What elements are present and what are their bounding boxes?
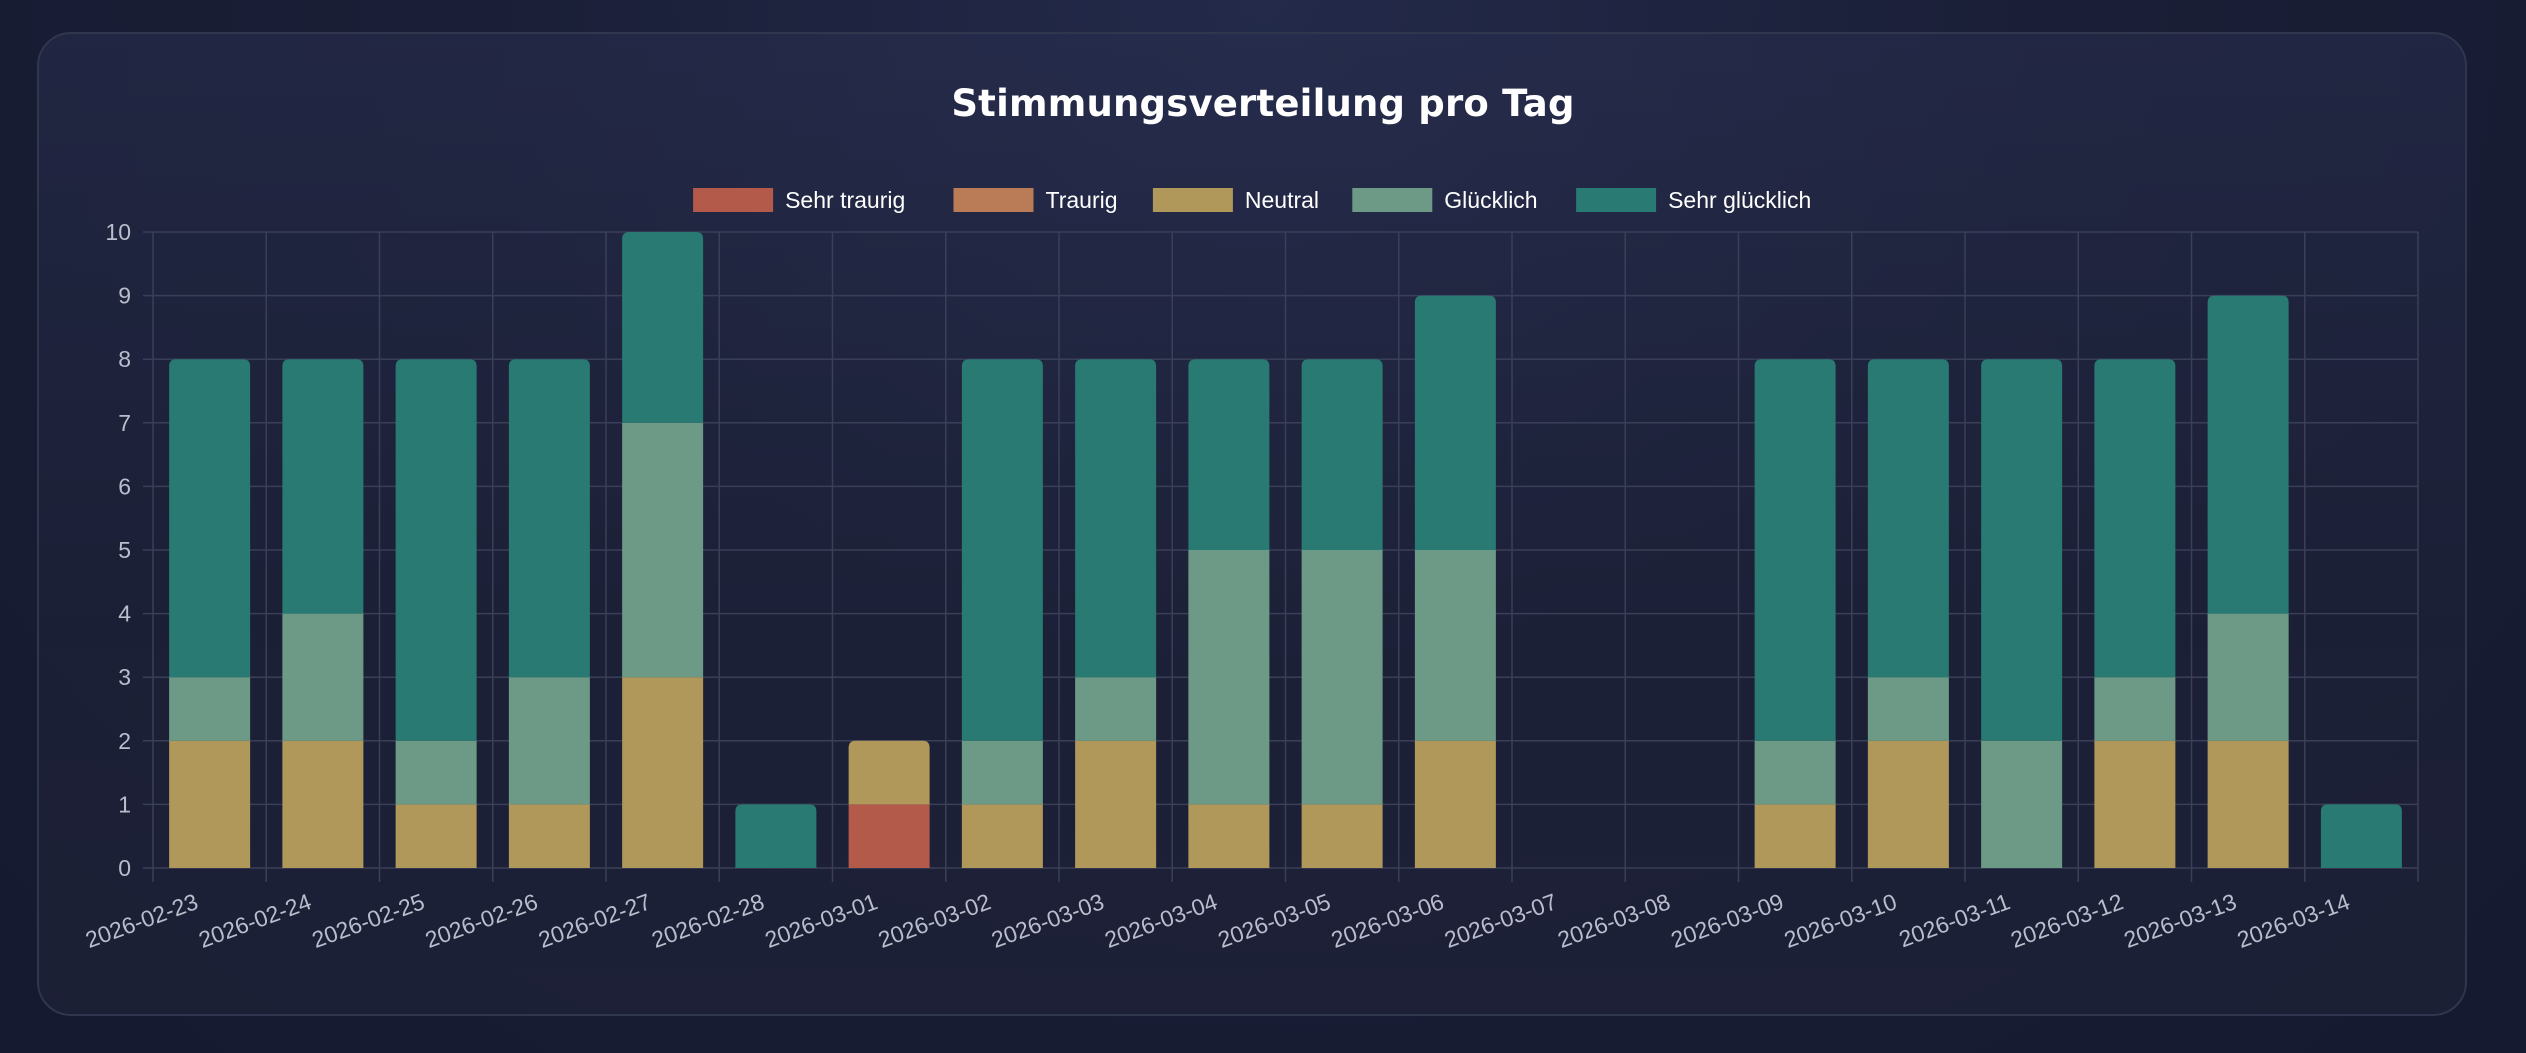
bar-segment[interactable] (2320, 804, 2402, 868)
y-tick-label: 0 (118, 855, 131, 881)
bar-segment[interactable] (961, 359, 1043, 741)
bar-segment[interactable] (282, 359, 364, 614)
chart-title: Stimmungsverteilung pro Tag (951, 82, 1575, 125)
x-tick-label: 2026-02-23 (82, 888, 201, 953)
legend-swatch (953, 188, 1034, 212)
y-tick-label: 2 (118, 728, 131, 754)
legend-label: Sehr glücklich (1668, 187, 1811, 213)
bar-segment[interactable] (735, 804, 817, 868)
x-tick-label: 2026-03-01 (761, 888, 880, 953)
x-tick-label: 2026-03-04 (1101, 888, 1221, 953)
bar-segment[interactable] (508, 677, 590, 805)
bar-segment[interactable] (1981, 740, 2063, 868)
legend-swatch (693, 188, 774, 212)
legend-label: Traurig (1046, 187, 1118, 213)
bar-segment[interactable] (282, 613, 364, 741)
bar-segment[interactable] (1301, 550, 1383, 805)
bar-segment[interactable] (395, 740, 477, 805)
bar-segment[interactable] (622, 232, 704, 423)
bar-segment[interactable] (395, 804, 477, 868)
y-tick-label: 9 (118, 283, 131, 309)
bar-segment[interactable] (848, 740, 930, 805)
x-tick-label: 2026-02-24 (195, 888, 315, 953)
legend-item[interactable]: Neutral (1152, 187, 1319, 213)
bar-segment[interactable] (2207, 740, 2289, 868)
bar-segment[interactable] (1188, 550, 1270, 805)
bar-segment[interactable] (1188, 359, 1270, 550)
bar-segment[interactable] (622, 422, 704, 678)
legend-item[interactable]: Traurig (953, 187, 1118, 213)
y-tick-label: 7 (118, 410, 131, 436)
legend-item[interactable]: Sehr glücklich (1576, 187, 1811, 213)
bar-segment[interactable] (1414, 740, 1496, 868)
x-tick-label: 2026-02-26 (422, 888, 541, 953)
x-tick-label: 2026-03-05 (1214, 888, 1333, 953)
legend-label: Sehr traurig (785, 187, 905, 213)
legend-swatch (1152, 188, 1233, 212)
y-tick-label: 8 (118, 346, 131, 372)
bar-segment[interactable] (1301, 804, 1383, 868)
y-tick-label: 5 (118, 537, 131, 563)
x-tick-label: 2026-03-14 (2234, 888, 2354, 953)
bar-segment[interactable] (508, 359, 590, 678)
bar-segment[interactable] (508, 804, 590, 868)
x-tick-label: 2026-02-27 (535, 888, 654, 953)
legend-item[interactable]: Sehr traurig (693, 187, 905, 213)
bar-segment[interactable] (2207, 295, 2289, 614)
x-tick-label: 2026-03-09 (1667, 888, 1786, 953)
bar-segment[interactable] (1075, 677, 1157, 741)
bar-segment[interactable] (2094, 740, 2176, 868)
legend-swatch (1352, 188, 1433, 212)
legend-swatch (1576, 188, 1657, 212)
bar-segment[interactable] (622, 677, 704, 868)
bar-segment[interactable] (169, 740, 251, 868)
bar-segment[interactable] (1981, 359, 2063, 741)
x-tick-label: 2026-03-02 (875, 888, 994, 953)
bar-segment[interactable] (1075, 740, 1157, 868)
bar-segment[interactable] (1867, 677, 1949, 741)
x-tick-label: 2026-03-10 (1781, 888, 1900, 953)
x-tick-label: 2026-03-03 (988, 888, 1107, 953)
legend-item[interactable]: Glücklich (1352, 187, 1538, 213)
x-tick-label: 2026-02-28 (648, 888, 767, 953)
x-tick-label: 2026-03-12 (2007, 888, 2126, 953)
legend: Sehr traurig Traurig Neutral Glücklich Sehr … (693, 187, 1811, 213)
y-tick-label: 1 (118, 791, 131, 817)
y-tick-label: 6 (118, 473, 131, 499)
bar-segment[interactable] (169, 677, 251, 741)
bar-segment[interactable] (1754, 740, 1836, 805)
x-tick-label: 2026-02-25 (308, 888, 427, 953)
bar-segment[interactable] (961, 804, 1043, 868)
x-tick-label: 2026-03-13 (2120, 888, 2239, 953)
grid (143, 231, 2419, 882)
legend-label: Glücklich (1444, 187, 1537, 213)
bar-segment[interactable] (1414, 550, 1496, 741)
y-tick-label: 10 (105, 219, 131, 245)
bars (169, 232, 2402, 868)
bar-segment[interactable] (1754, 804, 1836, 868)
bar-segment[interactable] (1867, 359, 1949, 678)
x-tick-label: 2026-03-06 (1328, 888, 1447, 953)
bar-segment[interactable] (1414, 295, 1496, 550)
x-tick-label: 2026-03-07 (1441, 888, 1560, 953)
bar-segment[interactable] (1301, 359, 1383, 550)
bar-segment[interactable] (395, 359, 477, 741)
y-tick-label: 3 (118, 664, 131, 690)
bar-segment[interactable] (1754, 359, 1836, 741)
bar-segment[interactable] (2094, 359, 2176, 678)
bar-segment[interactable] (848, 804, 930, 868)
bar-segment[interactable] (282, 740, 364, 868)
bar-segment[interactable] (961, 740, 1043, 805)
x-tick-label: 2026-03-11 (1895, 888, 2013, 952)
bar-segment[interactable] (169, 359, 251, 678)
y-tick-label: 4 (118, 601, 131, 627)
x-tick-label: 2026-03-08 (1554, 888, 1673, 953)
bar-segment[interactable] (1188, 804, 1270, 868)
bar-segment[interactable] (1075, 359, 1157, 678)
bar-segment[interactable] (2207, 613, 2289, 741)
legend-label: Neutral (1245, 187, 1319, 213)
bar-segment[interactable] (1867, 740, 1949, 868)
bar-segment[interactable] (2094, 677, 2176, 741)
